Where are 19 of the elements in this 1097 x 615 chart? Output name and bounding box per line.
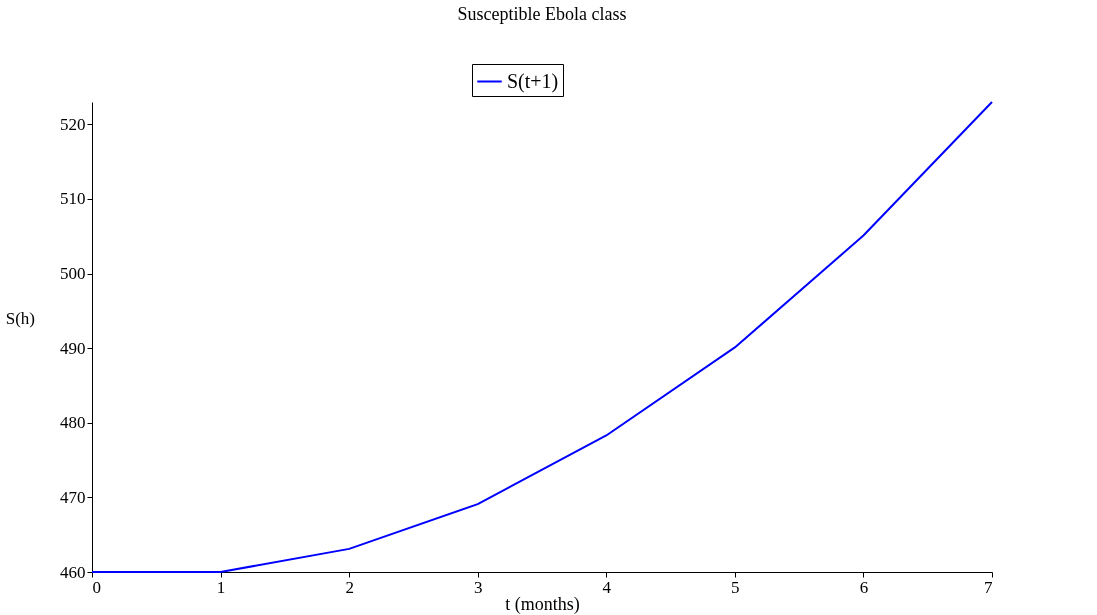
legend-label: S(t+1): [507, 69, 559, 93]
chart-title: Susceptible Ebola class: [457, 3, 627, 24]
y-tick-label: 500: [60, 264, 86, 284]
x-tick-label: 2: [345, 577, 354, 597]
y-axis-title: S(h): [5, 308, 35, 328]
x-tick-label: 7: [984, 577, 993, 597]
x-tick-label: 5: [731, 577, 740, 597]
y-tick-label: 460: [60, 562, 86, 582]
y-tick-label: 520: [60, 114, 86, 134]
x-axis-title: t (months): [505, 593, 580, 615]
y-tick-label: 480: [60, 413, 86, 433]
y-tick-label: 490: [60, 338, 86, 358]
x-tick-label: 1: [216, 577, 226, 597]
x-tick-label: 4: [602, 577, 612, 597]
x-tick-label: 0: [92, 577, 101, 597]
x-tick-label: 6: [859, 577, 869, 597]
y-tick-label: 510: [60, 189, 86, 209]
x-tick-label: 3: [473, 577, 483, 597]
y-tick-label: 470: [60, 487, 86, 507]
